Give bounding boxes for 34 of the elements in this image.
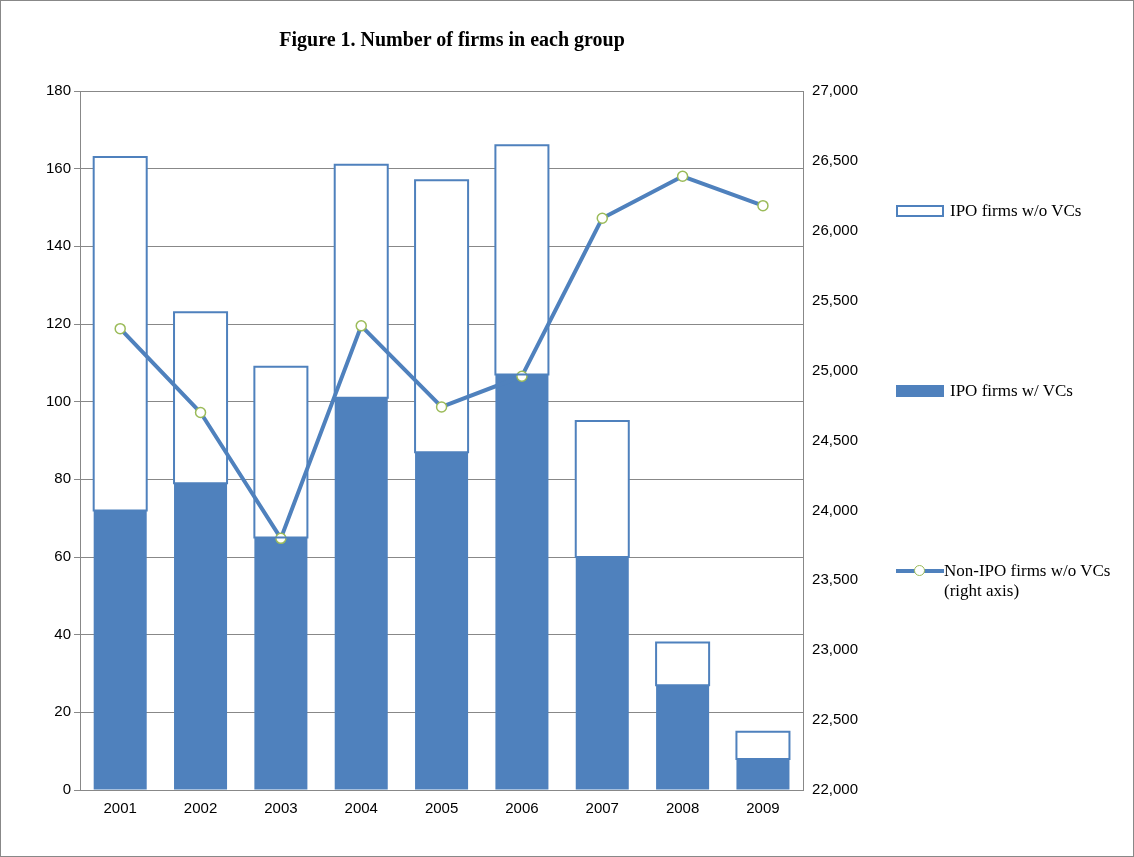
- y2-tick-label: 24,000: [812, 500, 859, 518]
- x-tick-label: 2007: [585, 799, 619, 817]
- chart-title: Figure 1. Number of firms in each group: [279, 28, 625, 52]
- y-tick-label: 100: [46, 391, 72, 409]
- y-tick-label: 80: [54, 469, 72, 487]
- y2-tick-label: 25,500: [812, 290, 859, 308]
- y2-tick-label: 23,000: [812, 640, 859, 658]
- x-tick-label: 2001: [103, 799, 137, 817]
- y2-tick-label: 25,000: [812, 360, 859, 378]
- x-tick-label: 2006: [505, 799, 539, 817]
- y-tick-label: 120: [46, 314, 72, 332]
- x-tick-label: 2009: [746, 799, 780, 817]
- y2-tick-label: 27,000: [812, 81, 859, 99]
- x-tick-label: 2003: [264, 799, 298, 817]
- legend-label: IPO firms w/ VCs: [950, 381, 1073, 401]
- legend-label: IPO firms w/o VCs: [950, 201, 1082, 221]
- y2-tick-label: 22,000: [812, 780, 859, 798]
- y2-tick-label: 26,000: [812, 220, 859, 238]
- y-tick-label: 140: [46, 236, 72, 254]
- y-tick-label: 20: [54, 702, 72, 720]
- y-tick-label: 160: [46, 158, 72, 176]
- y2-tick-label: 23,500: [812, 570, 859, 588]
- y-tick-label: 0: [62, 780, 72, 798]
- x-tick-label: 2005: [424, 799, 459, 817]
- y-tick-label: 40: [54, 624, 72, 642]
- x-tick-label: 2002: [183, 799, 218, 817]
- y2-tick-label: 26,500: [812, 151, 859, 169]
- y2-tick-label: 24,500: [812, 430, 859, 448]
- legend-label: Non-IPO firms w/o VCs (right axis): [944, 561, 1111, 601]
- x-tick-label: 2004: [344, 799, 378, 817]
- y-tick-label: 60: [54, 547, 72, 565]
- x-tick-label: 2008: [665, 799, 700, 817]
- y2-tick-label: 22,500: [812, 710, 859, 728]
- y-tick-label: 180: [46, 81, 72, 99]
